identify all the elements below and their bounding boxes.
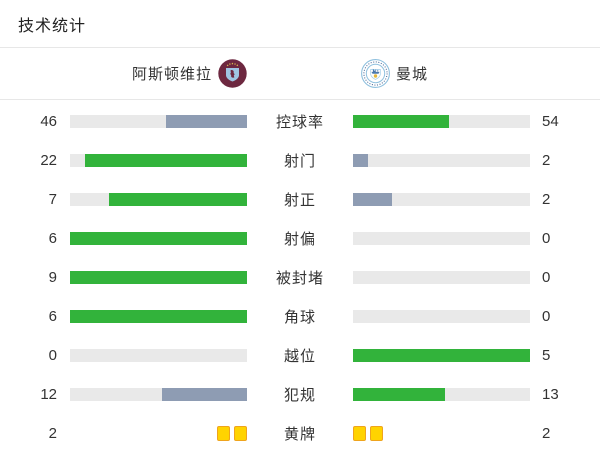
away-bar-fill [353, 115, 449, 128]
away-team[interactable]: 曼城 [361, 48, 428, 99]
home-value: 9 [48, 269, 57, 286]
page-title: 技术统计 [18, 17, 87, 35]
away-value: 54 [542, 113, 559, 130]
away-value: 13 [542, 386, 559, 403]
home-team-name: 阿斯顿维拉 [131, 66, 212, 83]
home-crest-icon [218, 59, 247, 88]
stat-row-fouls: 12 犯规 13 [0, 375, 600, 414]
stat-row-blocked: 9 被封堵 0 [0, 258, 600, 297]
home-value: 22 [40, 152, 57, 169]
home-bar-fill [109, 193, 247, 206]
away-bar [353, 310, 530, 323]
stat-row-shots-off-target: 6 射偏 0 [0, 219, 600, 258]
stat-label: 黄牌 [283, 426, 316, 443]
stat-label: 射门 [283, 153, 316, 170]
home-bar [70, 193, 247, 206]
away-bar [353, 271, 530, 284]
away-bar [353, 115, 530, 128]
home-bar-fill [70, 232, 247, 245]
away-bar-fill [353, 388, 446, 401]
stat-row-shots-on-target: 7 射正 2 [0, 180, 600, 219]
stat-row-corners: 6 角球 0 [0, 297, 600, 336]
home-value: 6 [48, 230, 57, 247]
home-bar-fill [162, 388, 247, 401]
home-bar-fill [70, 271, 247, 284]
section-header: 技术统计 [0, 0, 600, 48]
home-value: 7 [48, 191, 57, 208]
home-team[interactable]: 阿斯顿维拉 [132, 48, 247, 99]
home-value: 0 [48, 347, 57, 364]
stat-row-shots: 22 射门 2 [0, 141, 600, 180]
stat-label: 控球率 [275, 114, 324, 131]
home-value: 12 [40, 386, 57, 403]
away-bar [353, 193, 530, 206]
home-bar [70, 154, 247, 167]
away-bar-fill [353, 193, 393, 206]
stat-row-possession: 46 控球率 54 [0, 102, 600, 141]
stat-row-offsides: 0 越位 5 [0, 336, 600, 375]
away-bar [353, 349, 530, 362]
home-bar [70, 271, 247, 284]
teams-header: 阿斯顿维拉 曼城 [0, 48, 600, 100]
yellow-card-icon [217, 426, 230, 441]
home-bar-fill [165, 115, 247, 128]
home-bar [70, 388, 247, 401]
away-value: 2 [542, 152, 551, 169]
stats-rows: 46 控球率 54 22 射门 2 7 射正 2 6 射偏 0 [0, 100, 600, 453]
home-bar-fill [70, 310, 247, 323]
home-bar [70, 349, 247, 362]
stat-label: 射正 [283, 192, 316, 209]
away-value: 5 [542, 347, 551, 364]
stat-label: 射偏 [283, 231, 316, 248]
yellow-card-icon [370, 426, 383, 441]
home-value: 6 [48, 308, 57, 325]
away-bar [353, 232, 530, 245]
home-value: 2 [48, 425, 57, 442]
away-bar [353, 154, 530, 167]
yellow-card-icon [353, 426, 366, 441]
away-yellow-cards [353, 426, 530, 441]
stat-label: 角球 [283, 309, 316, 326]
home-bar [70, 310, 247, 323]
home-value: 46 [40, 113, 57, 130]
away-value: 2 [542, 425, 551, 442]
home-bar [70, 115, 247, 128]
home-bar-fill [84, 154, 247, 167]
yellow-card-icon [234, 426, 247, 441]
stat-row-yellow-cards: 2 黄牌 2 [0, 414, 600, 453]
stat-label: 犯规 [283, 387, 316, 404]
away-value: 0 [542, 230, 551, 247]
away-value: 2 [542, 191, 551, 208]
home-bar [70, 232, 247, 245]
away-crest-icon [361, 59, 390, 88]
away-bar-fill [353, 154, 368, 167]
home-yellow-cards [70, 426, 247, 441]
away-bar-fill [353, 349, 530, 362]
away-team-name: 曼城 [396, 66, 429, 83]
stat-label: 被封堵 [275, 270, 324, 287]
away-value: 0 [542, 269, 551, 286]
away-bar [353, 388, 530, 401]
stat-label: 越位 [283, 348, 316, 365]
away-value: 0 [542, 308, 551, 325]
